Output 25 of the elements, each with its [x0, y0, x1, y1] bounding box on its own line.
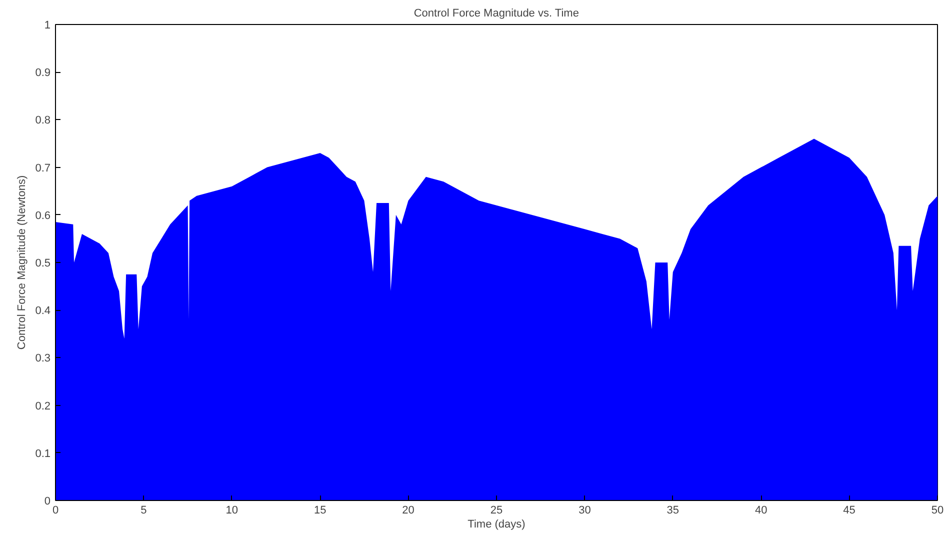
- x-tick-label: 30: [578, 504, 591, 516]
- x-axis-title: Time (days): [468, 518, 526, 530]
- x-tick-label: 10: [226, 504, 238, 516]
- y-tick-label: 0.9: [35, 67, 51, 80]
- y-tick-label: 0.1: [35, 448, 51, 460]
- x-tick-label: 15: [314, 504, 326, 516]
- y-tick-label: 1: [44, 20, 51, 32]
- chart-title: Control Force Magnitude vs. Time: [414, 8, 579, 20]
- y-tick-label: 0.3: [35, 352, 51, 365]
- y-tick-label: 0.6: [35, 210, 51, 222]
- x-tick-label: 5: [140, 504, 147, 516]
- y-tick-label: 0.8: [35, 114, 51, 127]
- y-tick-label: 0.4: [35, 305, 51, 318]
- x-tick-label: 45: [843, 504, 856, 516]
- y-tick-label: 0: [44, 496, 51, 508]
- x-tick-label: 25: [490, 504, 503, 516]
- x-tick-label: 20: [402, 504, 414, 516]
- x-tick-label: 50: [931, 504, 944, 516]
- y-tick-label: 0.5: [35, 258, 51, 270]
- x-tick-label: 35: [666, 504, 680, 516]
- y-tick-label: 0.7: [35, 162, 51, 174]
- y-axis-title: Control Force Magnitude (Newtons): [16, 175, 28, 350]
- x-tick-label: 40: [754, 504, 768, 516]
- y-tick-label: 0.2: [35, 400, 51, 412]
- x-tick-label: 0: [52, 504, 59, 516]
